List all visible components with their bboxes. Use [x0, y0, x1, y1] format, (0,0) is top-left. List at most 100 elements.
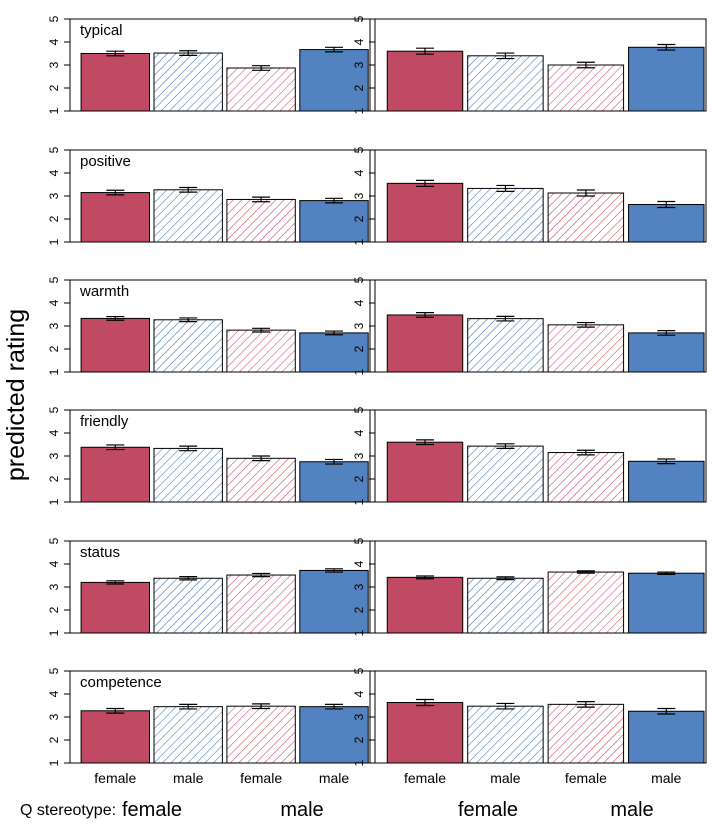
y-tick-label-typical-left-1: 1	[47, 107, 61, 114]
y-tick-label-status-right-5: 5	[352, 537, 366, 544]
y-tick-label-positive-right-3: 3	[352, 192, 366, 199]
y-tick-label-positive-left-1: 1	[47, 238, 61, 245]
error-bar-competence-left-3	[325, 703, 343, 710]
y-tick-label-status-left-4: 4	[47, 560, 61, 567]
y-tick-label-positive-left-2: 2	[47, 215, 61, 222]
y-tick-label-status-right-2: 2	[352, 606, 366, 613]
error-bar-positive-left-3	[325, 197, 343, 204]
error-bar-status-right-1	[496, 576, 515, 581]
bar-typical-right-3	[628, 46, 705, 112]
y-tick-label-friendly-right-3: 3	[352, 452, 366, 459]
right-group-label-male: male	[610, 799, 653, 821]
panel-title-competence: competence	[80, 674, 162, 691]
y-tick-label-positive-right-5: 5	[352, 146, 366, 153]
error-bar-status-right-2	[576, 570, 595, 574]
panel-positive-right: 1 2 3 4 5	[352, 146, 707, 245]
error-bar-warmth-left-2	[252, 327, 271, 333]
bar-warmth-right-1	[467, 318, 544, 373]
panel-status-left: 1 2 3 4 5 status	[47, 537, 371, 636]
x-tick-label-right-0: female	[404, 770, 446, 786]
y-tick-label-competence-left-3: 3	[47, 713, 61, 720]
panels-group: 1 2 3 4 5 typical 1 2 3 4 5 1 2 3 4 5 positive 1 2 3 4 5 1 2 3 4 5…	[47, 15, 707, 786]
bar-positive-left-0	[80, 192, 150, 243]
bar-typical-left-0	[80, 53, 150, 112]
error-bar-positive-left-2	[252, 196, 271, 203]
panel-positive-left: 1 2 3 4 5 positive	[47, 146, 371, 245]
panel-competence-right: 1 2 3 4 5 female male female male	[352, 667, 707, 786]
error-bar-typical-right-2	[576, 61, 595, 69]
y-tick-label-typical-right-4: 4	[352, 38, 366, 45]
y-tick-label-status-left-1: 1	[47, 629, 61, 636]
q-stereotype-label: Q stereotype:	[20, 802, 116, 819]
bar-status-left-0	[80, 581, 150, 634]
bar-competence-right-2	[547, 703, 625, 764]
error-bar-warmth-left-1	[179, 317, 198, 323]
x-tick-label-left-0: female	[94, 770, 136, 786]
error-bar-status-right-3	[657, 571, 676, 575]
panel-typical-right: 1 2 3 4 5	[352, 15, 707, 114]
error-bar-friendly-left-0	[106, 444, 125, 451]
panel-title-friendly: friendly	[80, 413, 129, 430]
bar-competence-left-3	[299, 706, 369, 764]
y-tick-label-competence-right-4: 4	[352, 690, 366, 697]
bar-competence-right-1	[467, 705, 544, 764]
y-tick-label-typical-left-4: 4	[47, 38, 61, 45]
right-group-label-female: female	[458, 799, 518, 821]
bar-positive-left-1	[153, 189, 223, 243]
y-tick-label-friendly-left-3: 3	[47, 452, 61, 459]
error-bar-friendly-left-3	[325, 458, 343, 465]
y-tick-label-friendly-left-4: 4	[47, 429, 61, 436]
y-tick-label-typical-right-5: 5	[352, 15, 366, 22]
error-bar-friendly-right-3	[657, 458, 676, 465]
y-tick-label-warmth-right-5: 5	[352, 276, 366, 283]
y-tick-label-friendly-left-1: 1	[47, 498, 61, 505]
error-bar-positive-left-0	[106, 189, 125, 196]
y-tick-label-friendly-right-4: 4	[352, 429, 366, 436]
y-tick-label-competence-left-1: 1	[47, 759, 61, 766]
y-tick-label-typical-right-2: 2	[352, 84, 366, 91]
bar-friendly-left-0	[80, 446, 150, 503]
bar-friendly-right-3	[628, 460, 705, 503]
error-bar-friendly-right-2	[576, 449, 595, 456]
error-bar-typical-left-0	[106, 50, 125, 57]
bar-warmth-left-3	[299, 332, 369, 373]
y-tick-label-competence-right-3: 3	[352, 713, 366, 720]
y-tick-label-warmth-right-4: 4	[352, 299, 366, 306]
panel-title-typical: typical	[80, 22, 123, 39]
error-bar-positive-left-1	[179, 186, 198, 193]
bar-competence-right-3	[628, 710, 705, 764]
bar-warmth-left-0	[80, 317, 150, 373]
y-tick-label-typical-left-3: 3	[47, 61, 61, 68]
y-axis-label: predicted rating	[2, 309, 30, 481]
bar-positive-right-1	[467, 187, 544, 243]
bar-competence-left-1	[153, 706, 223, 764]
y-tick-label-warmth-right-3: 3	[352, 322, 366, 329]
y-tick-label-warmth-right-1: 1	[352, 368, 366, 375]
panel-competence-left: 1 2 3 4 5 competence female male female male	[47, 667, 371, 786]
y-tick-label-typical-left-5: 5	[47, 15, 61, 22]
error-bar-typical-left-3	[325, 46, 343, 53]
error-bar-typical-right-3	[657, 43, 676, 51]
bar-status-right-0	[386, 576, 464, 634]
y-tick-label-status-right-3: 3	[352, 583, 366, 590]
y-tick-label-competence-right-2: 2	[352, 736, 366, 743]
y-tick-label-positive-left-3: 3	[47, 192, 61, 199]
bar-friendly-left-1	[153, 447, 223, 503]
y-tick-label-warmth-left-5: 5	[47, 276, 61, 283]
error-bar-warmth-right-3	[657, 330, 676, 336]
error-bar-competence-right-3	[657, 707, 676, 715]
error-bar-typical-left-1	[179, 50, 198, 56]
error-bar-positive-right-2	[576, 189, 595, 197]
panel-friendly-left: 1 2 3 4 5 friendly	[47, 406, 371, 505]
bar-positive-right-2	[547, 192, 625, 243]
x-tick-label-left-2: female	[240, 770, 282, 786]
bar-warmth-left-2	[226, 329, 296, 373]
error-bar-typical-left-2	[252, 65, 271, 71]
bar-status-left-1	[153, 577, 223, 634]
bar-positive-left-2	[226, 198, 296, 243]
bar-warmth-right-3	[628, 332, 705, 373]
error-bar-competence-right-0	[415, 698, 434, 707]
error-bar-friendly-left-2	[252, 455, 271, 462]
error-bar-typical-right-0	[415, 47, 434, 55]
panel-title-status: status	[80, 544, 120, 561]
